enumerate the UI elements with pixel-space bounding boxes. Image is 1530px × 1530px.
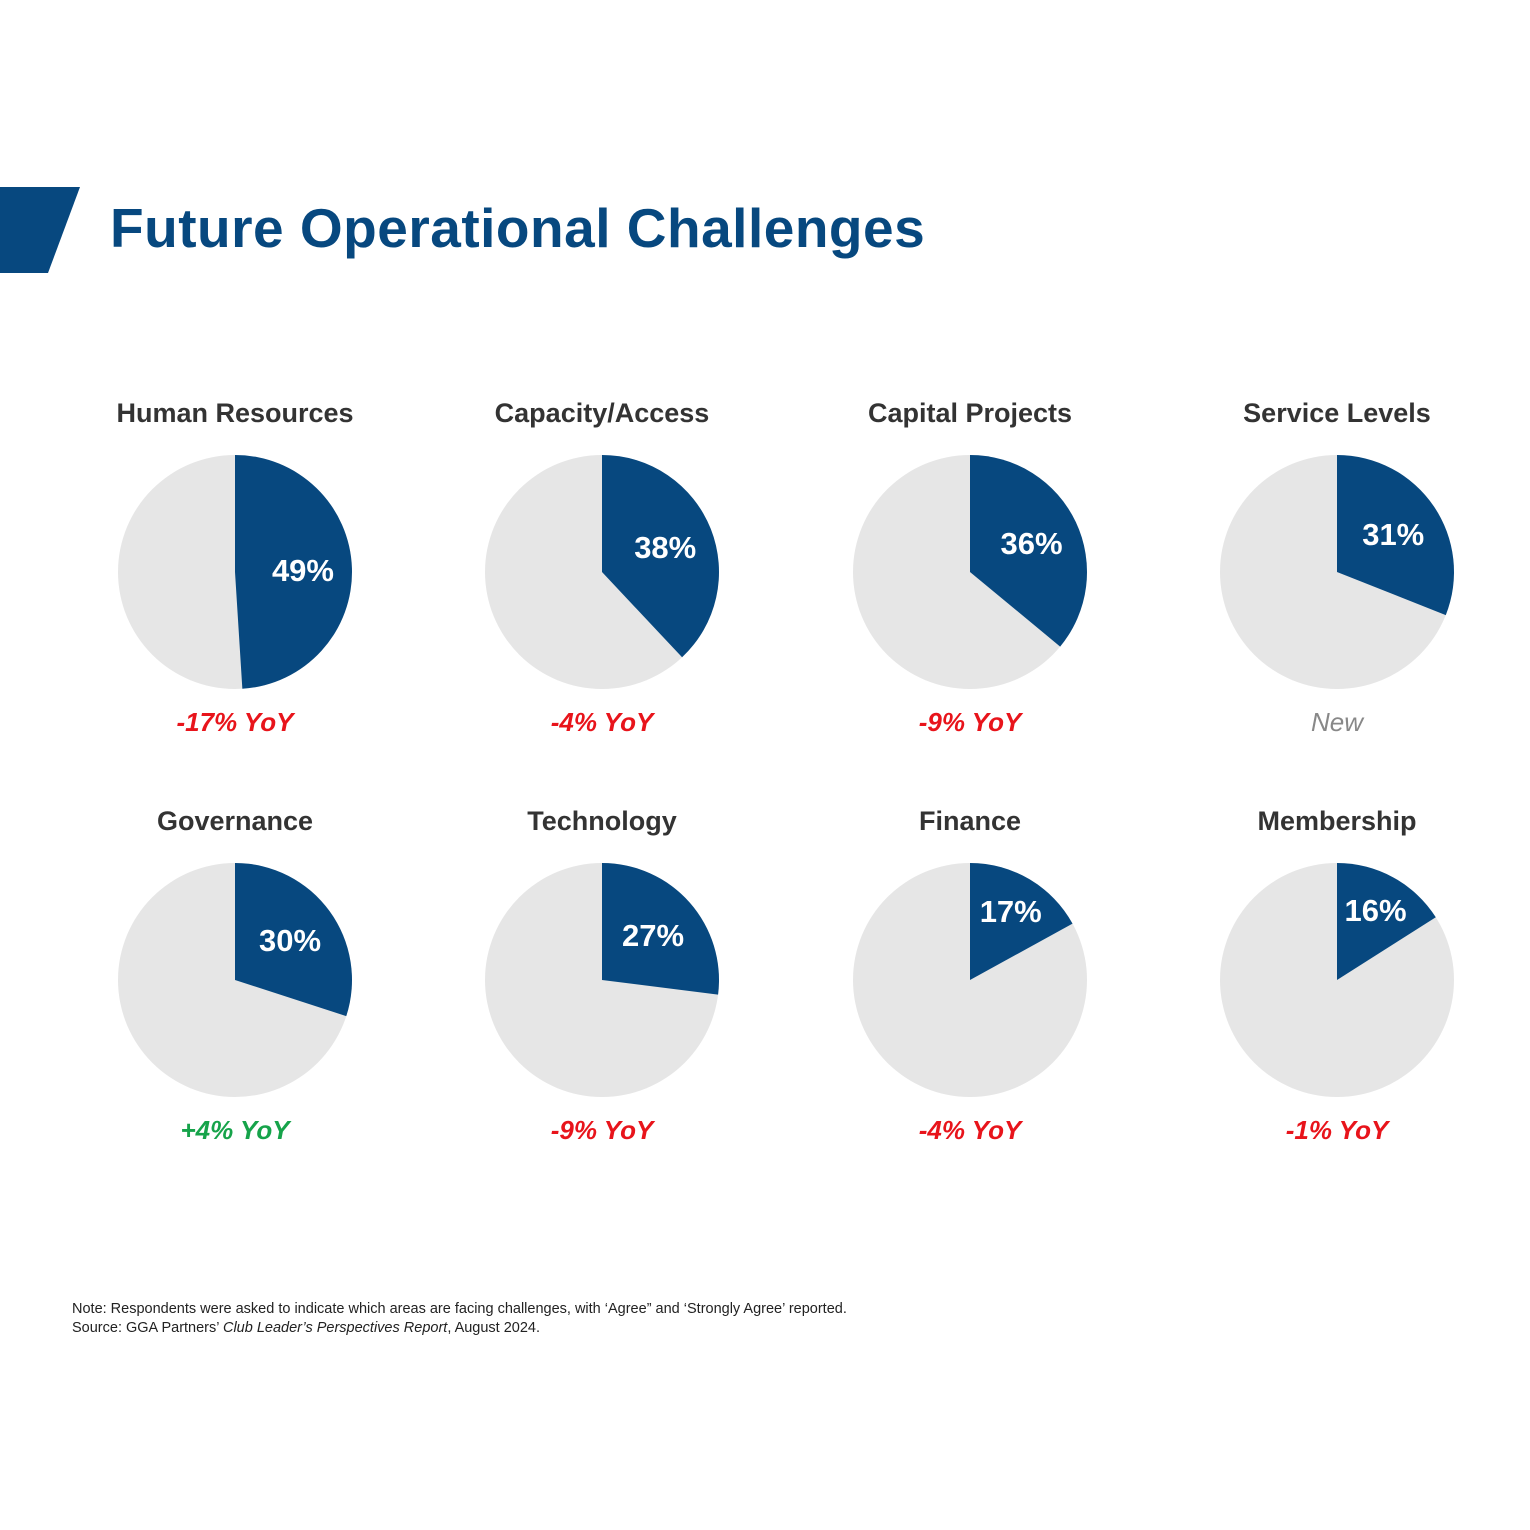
- pie-value-label: 31%: [1362, 517, 1424, 552]
- pie-title-human-resources: Human Resources: [116, 398, 354, 428]
- pie-slice-governance: [235, 863, 352, 1017]
- pie-value-label: 17%: [980, 894, 1042, 929]
- yoy-change-finance: -4% YoY: [918, 1115, 1022, 1145]
- footnote-source: Source: GGA Partners’ Club Leader’s Pers…: [72, 1319, 847, 1338]
- pie-title-membership: Membership: [1257, 806, 1417, 836]
- yoy-change-capital-projects: -9% YoY: [918, 707, 1022, 737]
- pie-value-label: 27%: [622, 918, 684, 953]
- pie-value-label: 49%: [272, 553, 334, 588]
- pie-title-capital-projects: Capital Projects: [867, 398, 1073, 428]
- pie-slice-capacity-access: [602, 455, 719, 658]
- pie-title-capacity-access: Capacity/Access: [494, 398, 710, 428]
- pie-title-service-levels: Service Levels: [1243, 398, 1431, 428]
- pie-slice-capital-projects: [970, 455, 1087, 647]
- yoy-change-capacity-access: -4% YoY: [550, 707, 654, 737]
- page-title: Future Operational Challenges: [110, 197, 926, 259]
- pie-value-label: 16%: [1345, 893, 1407, 928]
- yoy-change-technology: -9% YoY: [550, 1115, 654, 1145]
- yoy-change-governance: +4% YoY: [180, 1115, 290, 1145]
- pie-value-label: 36%: [1001, 526, 1063, 561]
- pie-slice-service-levels: [1337, 455, 1454, 616]
- pie-title-technology: Technology: [527, 806, 677, 836]
- source-prefix: Source: GGA Partners’: [72, 1320, 223, 1336]
- yoy-change-service-levels: New: [1310, 707, 1363, 737]
- pie-slice-membership: [1337, 863, 1436, 980]
- yoy-change-membership: -1% YoY: [1285, 1115, 1389, 1145]
- pie-slice-technology: [602, 863, 719, 995]
- footnote-note: Note: Respondents were asked to indicate…: [72, 1301, 847, 1317]
- pie-value-label: 38%: [634, 530, 696, 565]
- source-suffix: , August 2024.: [447, 1320, 541, 1336]
- pie-slice-finance: [970, 863, 1073, 980]
- pie-slice-human-resources: [235, 455, 352, 689]
- source-title: Club Leader’s Perspectives Report: [222, 1320, 448, 1336]
- pie-value-label: 30%: [259, 923, 321, 958]
- pie-title-finance: Finance: [918, 806, 1022, 836]
- pie-title-governance: Governance: [156, 806, 314, 836]
- yoy-change-human-resources: -17% YoY: [176, 707, 294, 737]
- footnote: Note: Respondents were asked to indicate…: [72, 1300, 847, 1338]
